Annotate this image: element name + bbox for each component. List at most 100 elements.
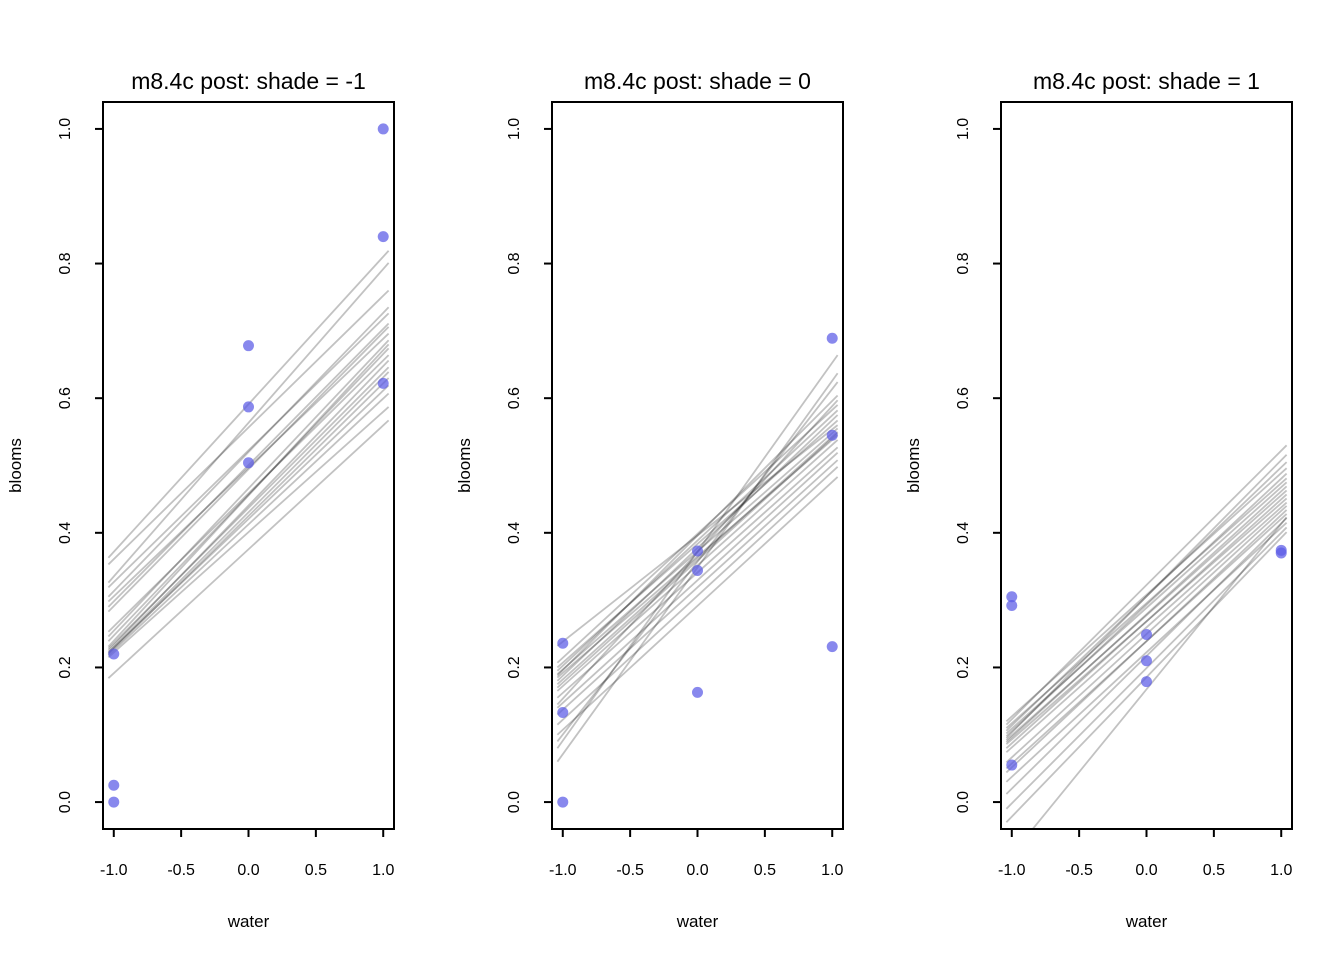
posterior-sample-line bbox=[107, 289, 390, 566]
x-tick-label: 1.0 bbox=[821, 862, 843, 879]
data-point bbox=[108, 648, 120, 660]
data-point bbox=[377, 123, 389, 135]
data-point bbox=[692, 565, 703, 577]
data-point bbox=[1006, 591, 1018, 603]
x-tick-label: -1.0 bbox=[549, 862, 577, 879]
y-tick-label: 0.8 bbox=[506, 252, 523, 274]
posterior-sample-line bbox=[556, 432, 839, 689]
y-tick-label: 0.0 bbox=[955, 791, 972, 813]
posterior-sample-line bbox=[556, 419, 839, 669]
posterior-lines bbox=[556, 354, 839, 763]
data-points bbox=[1006, 544, 1287, 771]
posterior-sample-line bbox=[107, 366, 390, 650]
posterior-sample-line bbox=[107, 326, 390, 613]
y-tick-label: 0.8 bbox=[955, 252, 972, 274]
data-point bbox=[1006, 759, 1018, 771]
data-point bbox=[692, 545, 703, 557]
data-point bbox=[826, 332, 838, 344]
posterior-sample-line bbox=[107, 419, 390, 679]
panel-3-y-axis-label: blooms bbox=[904, 438, 923, 493]
posterior-sample-line bbox=[1005, 461, 1288, 732]
x-tick-label: 0.0 bbox=[237, 862, 259, 879]
x-tick-label: -1.0 bbox=[100, 862, 128, 879]
posterior-sample-line bbox=[107, 359, 390, 652]
posterior-sample-line bbox=[1005, 481, 1288, 735]
y-tick-label: 0.6 bbox=[57, 387, 74, 409]
x-tick-label: 0.5 bbox=[1203, 862, 1225, 879]
posterior-sample-line bbox=[1005, 497, 1288, 745]
data-point bbox=[243, 401, 254, 413]
posterior-sample-line bbox=[556, 459, 839, 716]
panel-3: -1.0 -0.5 0.0 0.5 1.0 0.0 0.2 0.4 0.6 0.8 1.0 bbox=[955, 101, 1293, 879]
y-tick-label: 0.2 bbox=[57, 656, 74, 678]
x-tick-label: 1.0 bbox=[1270, 862, 1292, 879]
data-point bbox=[108, 796, 120, 808]
x-tick-label: -0.5 bbox=[167, 862, 195, 879]
data-point bbox=[243, 457, 254, 469]
posterior-lines bbox=[107, 250, 390, 679]
posterior-sample-line bbox=[107, 406, 390, 659]
posterior-sample-line bbox=[556, 394, 839, 677]
posterior-sample-line bbox=[107, 371, 390, 654]
posterior-sample-line bbox=[1005, 467, 1288, 722]
posterior-sample-line bbox=[107, 354, 390, 633]
posterior-sample-line bbox=[556, 381, 839, 743]
y-tick-label: 0.6 bbox=[955, 387, 972, 409]
panels: -1.0 -0.5 0.0 0.5 1.0 0.0 0.2 0.4 0.6 0.8 1.0 -1.0 -… bbox=[57, 101, 1293, 879]
data-points bbox=[557, 332, 838, 808]
posterior-sample-line bbox=[556, 424, 839, 647]
y-tick-label: 0.4 bbox=[506, 522, 523, 544]
posterior-sample-line bbox=[556, 452, 839, 709]
x-tick-label: -0.5 bbox=[1065, 862, 1093, 879]
y-tick-label: 1.0 bbox=[955, 118, 972, 140]
posterior-sample-line bbox=[1005, 501, 1288, 753]
posterior-sample-line bbox=[107, 384, 390, 654]
x-tick-label: 0.0 bbox=[1135, 862, 1157, 879]
posterior-lines bbox=[1005, 444, 1288, 829]
y-tick-label: 0.6 bbox=[506, 387, 523, 409]
panel-2-title: m8.4c post: shade = 0 bbox=[584, 68, 811, 94]
posterior-sample-line bbox=[1005, 485, 1288, 743]
plot-box bbox=[1000, 101, 1293, 830]
data-point bbox=[1141, 655, 1152, 667]
posterior-sample-line bbox=[107, 377, 390, 655]
x-tick-label: 0.0 bbox=[686, 862, 708, 879]
data-point bbox=[243, 340, 254, 352]
y-tick-label: 0.2 bbox=[955, 656, 972, 678]
x-tick-label: 1.0 bbox=[372, 862, 394, 879]
data-points bbox=[108, 123, 389, 808]
x-tick-label: -0.5 bbox=[616, 862, 644, 879]
y-tick-label: 1.0 bbox=[57, 118, 74, 140]
data-point bbox=[1006, 600, 1018, 612]
posterior-sample-line bbox=[1005, 526, 1288, 810]
posterior-sample-line bbox=[1031, 516, 1288, 829]
y-tick-label: 0.4 bbox=[955, 522, 972, 544]
data-point bbox=[1141, 676, 1152, 688]
data-point bbox=[1275, 544, 1287, 556]
panel-3-x-axis-label: water bbox=[1125, 912, 1168, 931]
posterior-sample-line bbox=[107, 343, 390, 648]
posterior-sample-line bbox=[107, 262, 390, 584]
posterior-sample-line bbox=[1005, 472, 1288, 737]
y-tick-label: 0.8 bbox=[57, 252, 74, 274]
posterior-sample-line bbox=[1005, 493, 1288, 749]
data-point bbox=[692, 686, 703, 698]
posterior-sample-line bbox=[556, 431, 839, 685]
posterior-sample-line bbox=[1005, 513, 1288, 770]
panel-1-y-axis-label: blooms bbox=[6, 438, 25, 493]
y-tick-label: 0.0 bbox=[506, 791, 523, 813]
x-tick-label: 0.5 bbox=[754, 862, 776, 879]
posterior-sample-line bbox=[556, 404, 839, 664]
y-tick-label: 1.0 bbox=[506, 118, 523, 140]
data-point bbox=[826, 641, 838, 653]
data-point bbox=[377, 377, 389, 389]
data-point bbox=[377, 231, 389, 243]
x-tick-label: 0.5 bbox=[305, 862, 327, 879]
posterior-sample-line bbox=[107, 306, 390, 598]
y-tick-label: 0.0 bbox=[57, 791, 74, 813]
posterior-sample-line bbox=[556, 466, 839, 726]
posterior-sample-line bbox=[1005, 509, 1288, 774]
posterior-sample-line bbox=[556, 409, 839, 672]
